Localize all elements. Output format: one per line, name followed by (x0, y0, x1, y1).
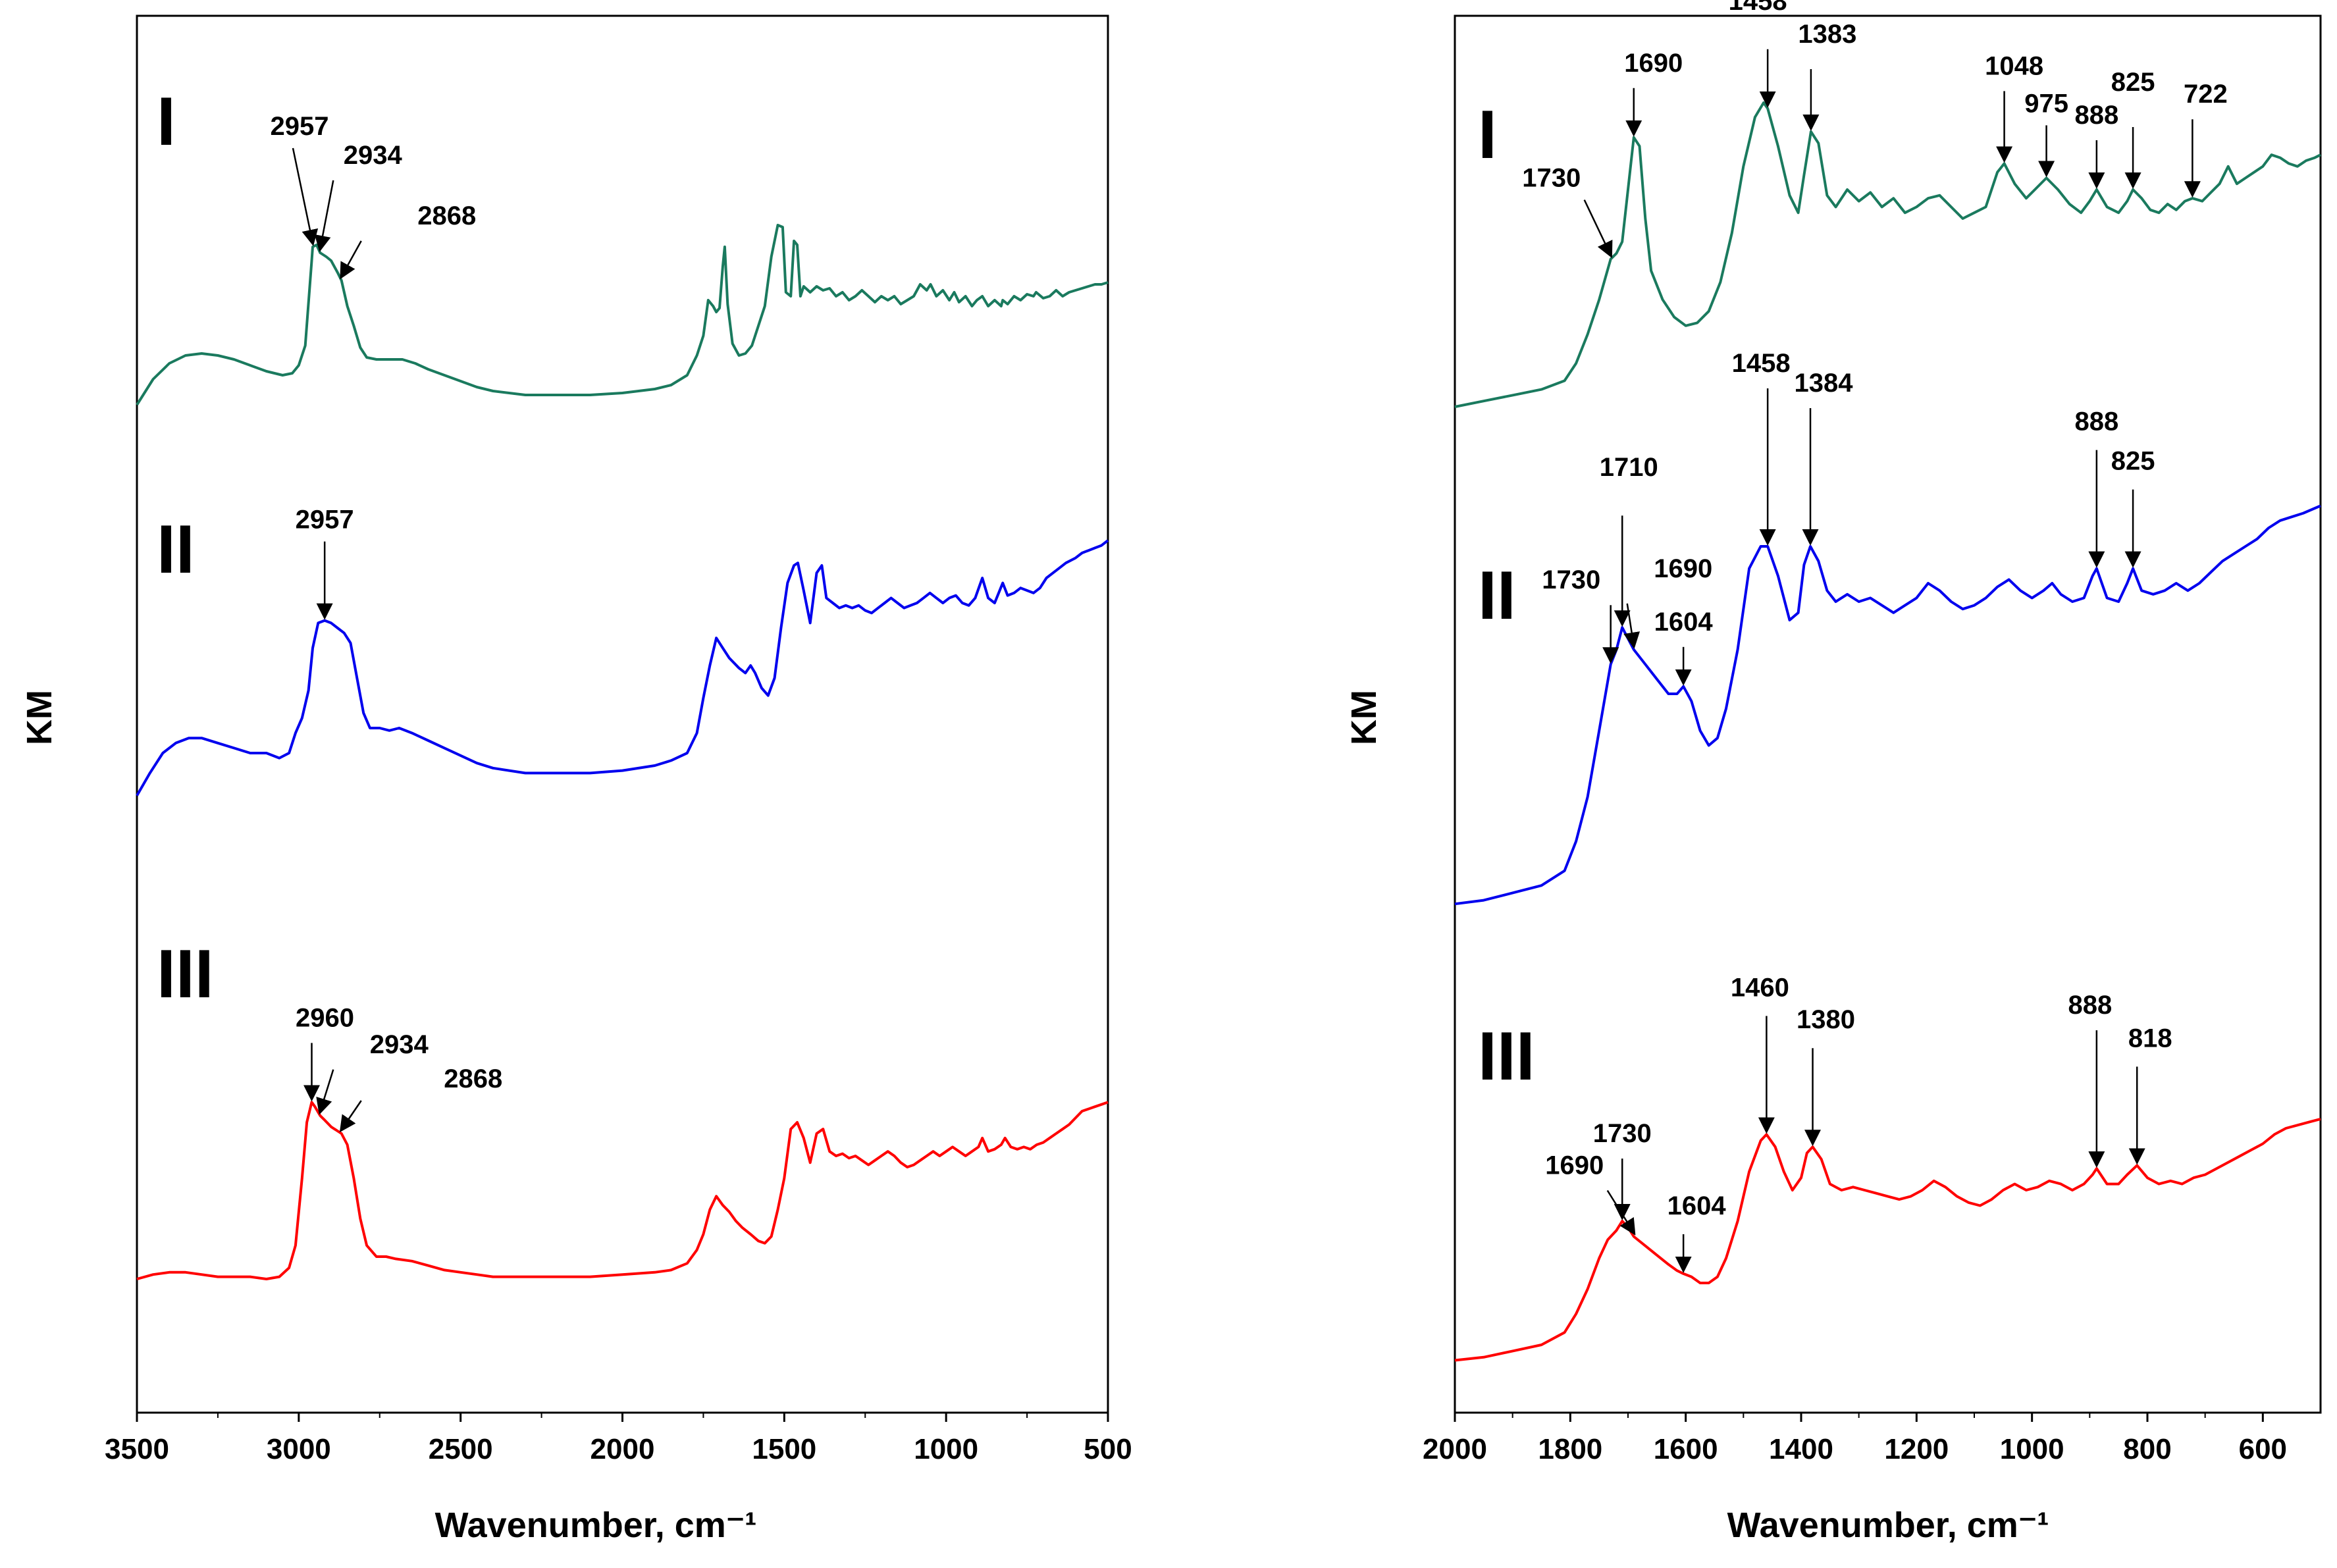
series-label-III: III (1478, 1018, 1535, 1095)
annotation-arrow (340, 240, 362, 280)
y-axis-title: KM (20, 690, 59, 745)
annotation-label: 2934 (370, 1030, 429, 1059)
x-tick-label: 2500 (429, 1433, 493, 1465)
annotation-label: 2868 (417, 201, 476, 230)
annotation-label: 1458 (1732, 349, 1791, 378)
annotation-arrow (1623, 603, 1641, 649)
annotation-label: 1730 (1542, 565, 1600, 594)
y-axis-title: KM (1344, 690, 1384, 745)
annotation-arrow (339, 1100, 362, 1133)
x-axis-title: Wavenumber, cm⁻¹ (1727, 1505, 2049, 1545)
annotation-arrow (316, 1069, 334, 1115)
series-line-left-II (136, 539, 1109, 797)
annotation-label: 888 (2074, 101, 2118, 130)
x-tick-label: 1800 (1538, 1433, 1602, 1465)
annotation-arrow (314, 180, 334, 252)
annotation-label: 2960 (296, 1003, 354, 1032)
annotation-label: 1460 (1731, 973, 1789, 1002)
plot-frame-left (136, 14, 1109, 1414)
annotation-label: 1690 (1624, 49, 1683, 78)
annotation-label: 825 (2111, 68, 2155, 97)
annotation-label: 1690 (1545, 1151, 1604, 1180)
annotation-label: 1384 (1795, 369, 1854, 398)
series-line-right-III (1454, 1117, 2321, 1362)
x-tick-label: 500 (1084, 1433, 1132, 1465)
annotation-label: 2868 (444, 1064, 502, 1093)
series-line-right-II (1454, 504, 2321, 906)
annotation-label: 1604 (1667, 1191, 1727, 1220)
x-tick-label: 1200 (1884, 1433, 1949, 1465)
annotation-label: 1048 (1985, 51, 2043, 80)
annotation-label: 825 (2111, 447, 2155, 476)
x-tick-label: 3000 (267, 1433, 331, 1465)
annotation-label: 1690 (1654, 554, 1712, 583)
x-tick-label: 2000 (591, 1433, 655, 1465)
plot-frame-right (1454, 14, 2322, 1414)
x-tick-label: 1000 (914, 1433, 978, 1465)
x-tick-label: 1400 (1769, 1433, 1833, 1465)
annotation-label: 1383 (1798, 20, 1856, 49)
x-tick-label: 800 (2123, 1433, 2171, 1465)
annotation-label: 975 (2024, 89, 2068, 118)
series-line-right-I (1454, 101, 2321, 408)
annotation-label: 722 (2184, 80, 2228, 109)
x-tick-label: 1500 (752, 1433, 816, 1465)
annotation-label: 1710 (1600, 453, 1658, 482)
annotation-label: 1604 (1654, 608, 1714, 637)
x-tick-label: 1000 (2000, 1433, 2064, 1465)
series-label-II: II (1478, 558, 1516, 634)
annotation-arrow (1583, 199, 1613, 259)
series-line-left-I (136, 224, 1109, 406)
x-tick-label: 600 (2239, 1433, 2287, 1465)
annotation-label: 1730 (1593, 1119, 1652, 1148)
annotation-label: 888 (2074, 407, 2118, 436)
x-tick-label: 2000 (1423, 1433, 1487, 1465)
annotation-label: 888 (2068, 991, 2112, 1020)
annotation-label: 1458 (1729, 0, 1787, 16)
x-axis-title: Wavenumber, cm⁻¹ (435, 1505, 757, 1545)
annotation-arrow (1606, 1189, 1636, 1236)
annotation-label: 1380 (1797, 1005, 1855, 1034)
x-tick-label: 1600 (1654, 1433, 1718, 1465)
series-label-I: I (1478, 97, 1497, 173)
series-line-left-III (136, 1101, 1109, 1280)
annotation-label: 1730 (1522, 164, 1581, 193)
x-tick-label: 3500 (105, 1433, 169, 1465)
series-label-III: III (157, 936, 214, 1012)
annotation-arrow (292, 147, 319, 246)
annotation-label: 2934 (344, 141, 403, 170)
series-label-II: II (157, 511, 195, 588)
annotation-label: 2957 (270, 112, 328, 141)
annotation-label: 818 (2128, 1024, 2172, 1053)
annotation-label: 2957 (296, 506, 354, 535)
series-label-I: I (157, 84, 176, 160)
